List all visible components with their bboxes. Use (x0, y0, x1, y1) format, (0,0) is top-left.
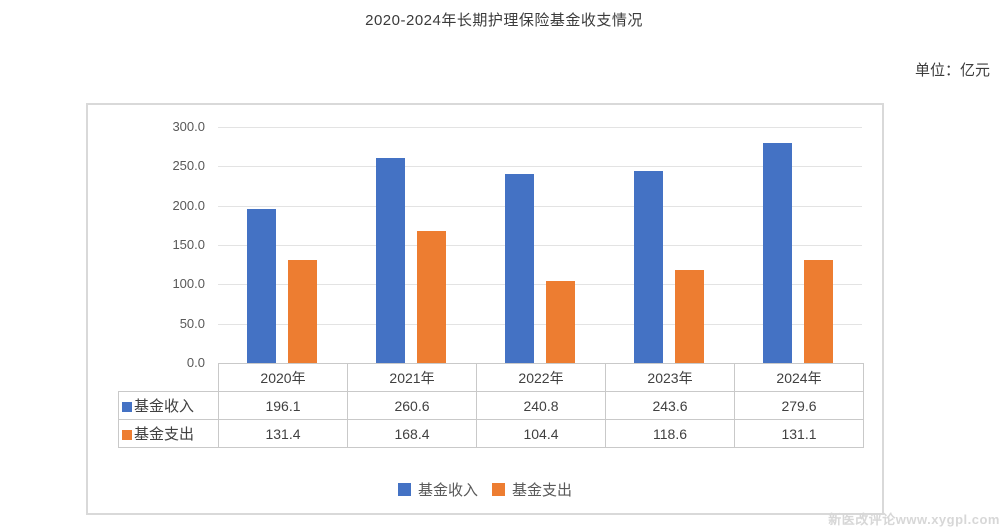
expense-bar (288, 259, 318, 363)
income-bar (505, 173, 534, 363)
table-category-header: 2023年 (605, 363, 735, 392)
table-value-cell: 279.6 (734, 391, 864, 420)
gridline (218, 323, 862, 325)
legend-label: 基金支出 (512, 483, 573, 499)
chart-container: 300.0 250.0 200.0 150.0 100.0 50.0 0.0 2020年 20… (86, 103, 884, 515)
gridline (218, 245, 862, 246)
data-table: 2020年 2021年 2022年 2023年 2024年 基金收入 196.1 260.6 2… (118, 363, 864, 448)
income-bar (247, 208, 277, 363)
legend-label: 基金收入 (417, 483, 478, 499)
table-category-header: 2024年 (734, 363, 864, 392)
legend-item: 基金收入 (397, 479, 478, 500)
y-axis-label: 250.0 (172, 158, 205, 174)
y-axis-label: 300.0 (172, 119, 205, 134)
unit-label: 单位：亿元 (914, 62, 990, 79)
table-row-header: 基金收入 (118, 391, 219, 420)
table-value-cell: 240.8 (476, 391, 606, 420)
gridline (218, 284, 862, 286)
legend-item: 基金支出 (492, 479, 572, 500)
table-value-cell: 104.4 (476, 419, 606, 448)
table-value-cell: 196.1 (218, 391, 348, 420)
legend-swatch-icon (492, 483, 505, 496)
table-row: 基金收入 196.1 260.6 240.8 243.6 279.6 (118, 391, 864, 420)
legend: 基金收入 基金支出 (88, 479, 882, 500)
expense-bar (803, 259, 833, 363)
table-category-header: 2020年 (218, 363, 348, 392)
expense-bar (417, 230, 447, 363)
table-value-cell: 131.1 (734, 419, 864, 448)
legend-swatch-icon (397, 483, 411, 496)
table-value-cell: 131.4 (218, 419, 348, 448)
series-name: 基金收入 (134, 399, 195, 415)
table-category-header: 2022年 (476, 363, 606, 392)
table-corner-cell (119, 364, 219, 392)
y-axis-label: 200.0 (172, 197, 205, 213)
table-category-header: 2021年 (347, 363, 477, 392)
gridline (218, 205, 862, 207)
income-bar (376, 158, 406, 363)
chart-title: 2020-2024年长期护理保险基金收支情况 (365, 12, 643, 29)
table-value-cell: 243.6 (605, 391, 735, 420)
watermark: 新医改评论www.xygpl.com (828, 512, 1000, 527)
y-axis-label: 100.0 (172, 276, 205, 292)
series-key-icon (122, 430, 132, 440)
series-name: 基金支出 (134, 427, 195, 443)
income-bar (633, 171, 663, 363)
expense-bar (546, 280, 575, 363)
y-axis-label: 50.0 (179, 315, 205, 331)
gridline (218, 127, 862, 128)
table-value-cell: 260.6 (347, 391, 477, 420)
table-row-header: 基金支出 (118, 419, 219, 448)
y-axis-label: 0.0 (186, 355, 205, 370)
table-row: 基金支出 131.4 168.4 104.4 118.6 131.1 (118, 419, 864, 448)
y-axis-label: 150.0 (172, 237, 205, 252)
table-value-cell: 168.4 (347, 419, 477, 448)
plot-area (218, 127, 862, 364)
gridline (218, 166, 862, 168)
series-key-icon (122, 402, 132, 412)
income-bar (762, 143, 792, 363)
expense-bar (674, 269, 704, 363)
table-value-cell: 118.6 (605, 419, 735, 448)
